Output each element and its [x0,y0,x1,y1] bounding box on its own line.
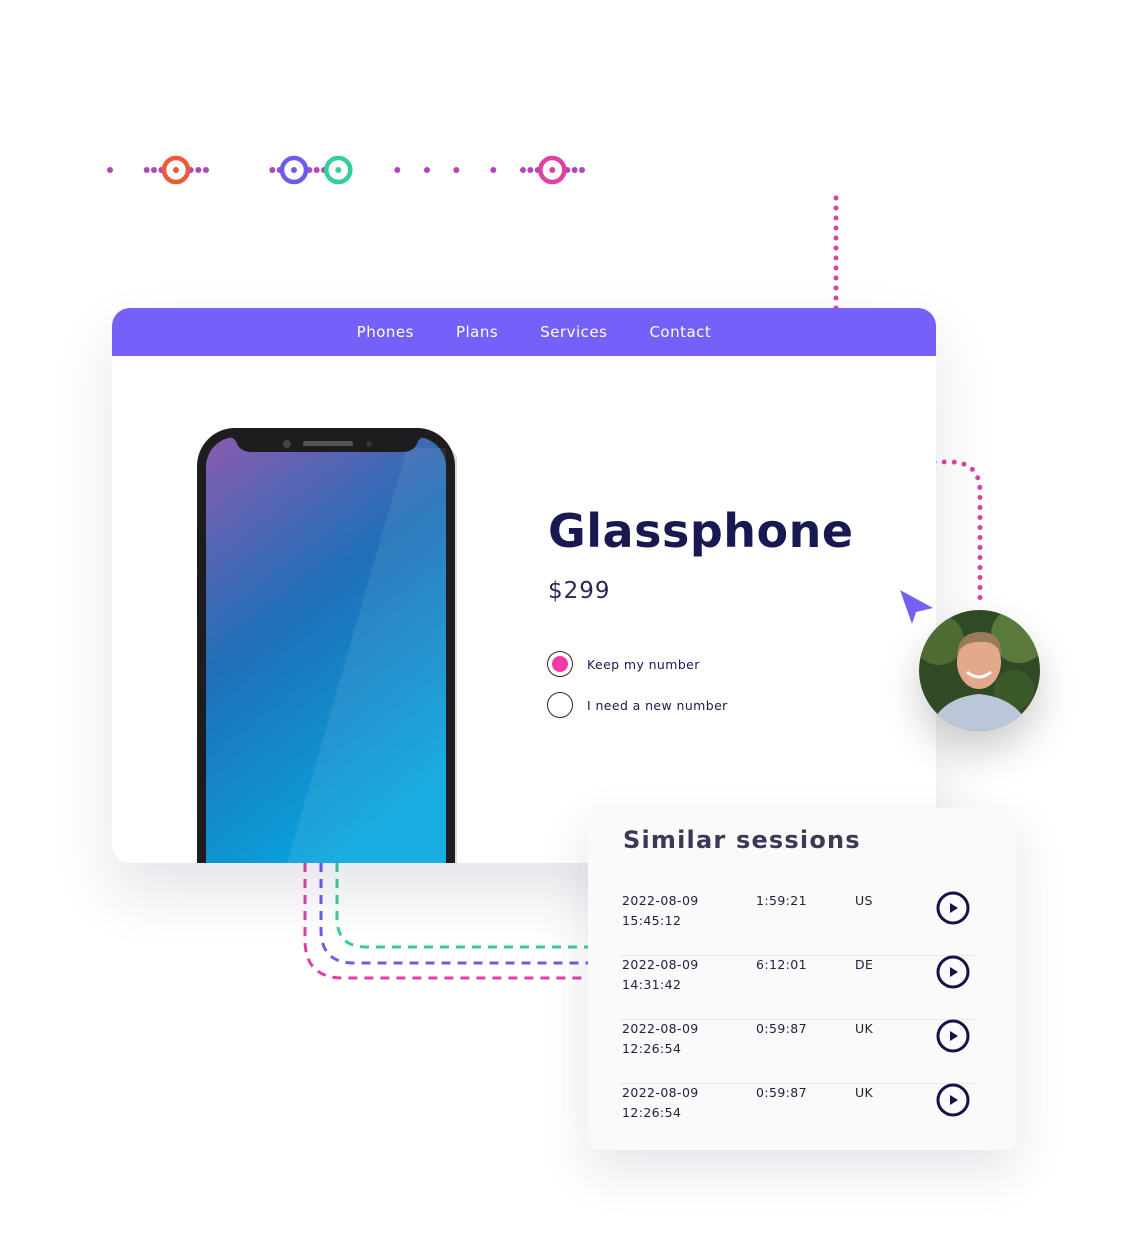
waveform-marker-center [335,167,342,173]
waveform-dot [394,167,401,173]
waveform-dot [203,167,209,173]
waveform-marker-center [173,167,179,173]
product-title: Glassphone [548,504,854,558]
avatar [919,610,1040,731]
session-row: 2022-08-09 12:26:54 0:59:87 UK [620,1019,975,1084]
session-datetime: 2022-08-09 14:31:42 [622,955,699,995]
session-time: 12:26:54 [622,1105,682,1120]
waveform-marker-center [549,167,556,173]
play-button-icon[interactable] [936,955,970,989]
session-date: 2022-08-09 [622,1021,699,1036]
session-row: 2022-08-09 14:31:42 6:12:01 DE [620,955,975,1020]
waveform-dot [579,167,585,173]
sessions-title: Similar sessions [623,826,861,854]
phone-image [197,428,457,863]
dashed-connector-pink [303,863,588,980]
top-nav: Phones Plans Services Contact [112,308,936,356]
option-new-number[interactable]: I need a new number [547,692,728,718]
session-country: US [855,893,873,908]
session-time: 12:26:54 [622,1041,682,1056]
session-time: 15:45:12 [622,913,682,928]
waveform-dot [107,167,113,173]
session-date: 2022-08-09 [622,893,699,908]
waveform-dot [571,167,578,173]
waveform-marker-icon[interactable] [161,155,191,185]
play-button-icon[interactable] [936,1083,970,1117]
waveform-dot [313,167,320,173]
option-label: Keep my number [587,656,700,672]
session-country: UK [855,1021,874,1036]
waveform-dot [269,167,276,173]
waveform-dot [453,167,460,173]
waveform-marker-icon[interactable] [324,155,353,185]
session-duration: 6:12:01 [756,957,807,972]
nav-contact[interactable]: Contact [649,323,712,341]
session-date: 2022-08-09 [622,1085,699,1100]
waveform-dot [490,167,497,173]
waveform-dot [143,167,150,173]
session-country: UK [855,1085,874,1100]
nav-services[interactable]: Services [540,323,608,341]
radio-unselected[interactable] [547,692,573,718]
option-label: I need a new number [587,697,728,713]
waveform-dot [151,167,157,173]
waveform-dot [424,167,430,173]
radio-selected[interactable] [547,651,573,677]
waveform-marker-center [291,167,297,173]
dashed-connector-green [335,863,588,949]
session-row: 2022-08-09 15:45:12 1:59:21 US [620,891,975,956]
similar-sessions-panel: Similar sessions 2022-08-09 15:45:12 1:59:… [588,808,1016,1150]
nav-plans[interactable]: Plans [455,323,499,341]
session-datetime: 2022-08-09 12:26:54 [622,1083,699,1123]
session-datetime: 2022-08-09 12:26:54 [622,1019,699,1059]
session-duration: 0:59:87 [756,1021,807,1036]
audio-waveform [107,91,614,249]
session-date: 2022-08-09 [622,957,699,972]
session-datetime: 2022-08-09 15:45:12 [622,891,699,931]
option-keep-number[interactable]: Keep my number [547,651,700,677]
waveform-dot [527,167,534,173]
cursor-arrow-icon [900,590,933,624]
product-page-card: Phones Plans Services Contact Glassphone… [112,308,936,863]
product-price: $299 [548,578,611,604]
session-country: DE [855,957,874,972]
session-duration: 0:59:87 [756,1085,807,1100]
waveform-dot [520,167,526,173]
waveform-dot [195,167,202,173]
nav-phones[interactable]: Phones [356,323,414,341]
play-button-icon[interactable] [936,891,970,925]
play-button-icon[interactable] [936,1019,970,1053]
session-row: 2022-08-09 12:26:54 0:59:87 UK [620,1083,975,1147]
dashed-connector-purple [319,863,588,965]
session-time: 14:31:42 [622,977,682,992]
waveform-marker-icon[interactable] [279,155,309,185]
waveform-marker-icon[interactable] [538,155,567,185]
session-duration: 1:59:21 [756,893,807,908]
